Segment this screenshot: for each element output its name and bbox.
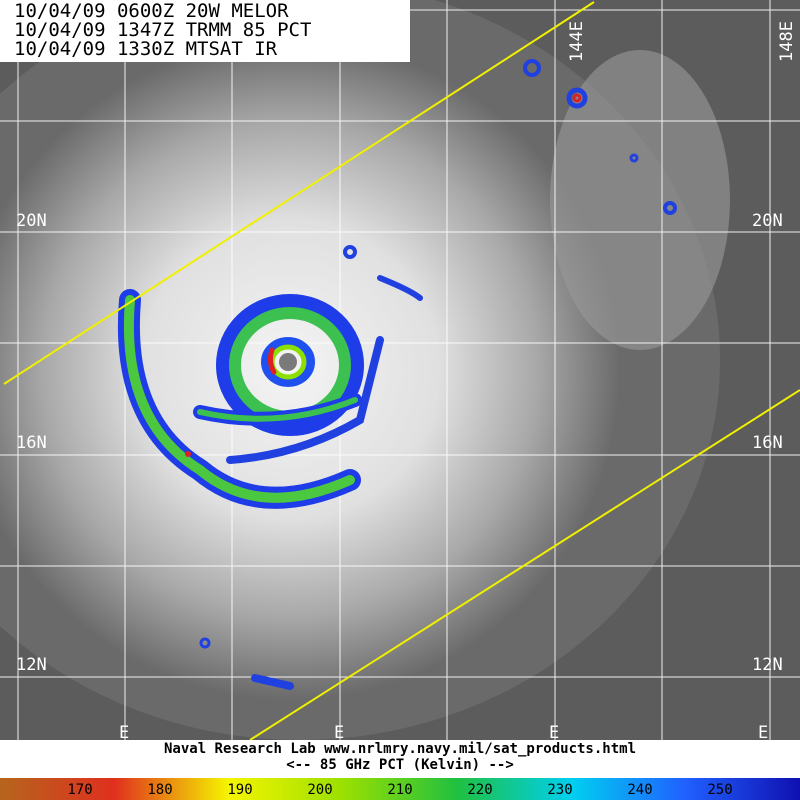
header-line: 10/04/09 1347Z TRMM 85 PCT bbox=[14, 19, 311, 41]
caption: <-- 85 GHz PCT (Kelvin) --> bbox=[286, 757, 514, 773]
cloud-band bbox=[550, 50, 730, 350]
microwave-overlay bbox=[117, 59, 677, 690]
colorbar-tick-label: 250 bbox=[707, 782, 732, 798]
colorbar-tick-label: 180 bbox=[147, 782, 172, 798]
colorbar-tick-label: 220 bbox=[467, 782, 492, 798]
credit: Naval Research Lab www.nrlmry.navy.mil/s… bbox=[164, 741, 636, 757]
lon-label: 144E bbox=[567, 21, 587, 62]
footer-box bbox=[0, 740, 800, 778]
colorbar bbox=[0, 778, 800, 800]
lat-label: 20N bbox=[16, 211, 47, 231]
lat-label: 16N bbox=[752, 433, 783, 453]
lon-edge-label: E bbox=[119, 723, 129, 743]
lat-label: 20N bbox=[752, 211, 783, 231]
colorbar-tick-label: 190 bbox=[227, 782, 252, 798]
lon-edge-label: E bbox=[334, 723, 344, 743]
lon-edge-label: E bbox=[549, 723, 559, 743]
colorbar-tick-label: 170 bbox=[67, 782, 92, 798]
swath-edges bbox=[3, 1, 800, 741]
header-line: 10/04/09 0600Z 20W MELOR bbox=[14, 0, 289, 22]
lon-edge-label: E bbox=[758, 723, 768, 743]
colorbar-tick-label: 200 bbox=[307, 782, 332, 798]
header-line: 10/04/09 1330Z MTSAT IR bbox=[14, 38, 278, 60]
lon-label: 148E bbox=[777, 21, 797, 62]
colorbar-tick-label: 240 bbox=[627, 782, 652, 798]
lat-label: 12N bbox=[752, 655, 783, 675]
lat-label: 16N bbox=[16, 433, 47, 453]
colorbar-tick-label: 210 bbox=[387, 782, 412, 798]
header-box bbox=[0, 0, 410, 62]
lat-label: 12N bbox=[16, 655, 47, 675]
eye bbox=[279, 353, 297, 371]
colorbar-tick-label: 230 bbox=[547, 782, 572, 798]
